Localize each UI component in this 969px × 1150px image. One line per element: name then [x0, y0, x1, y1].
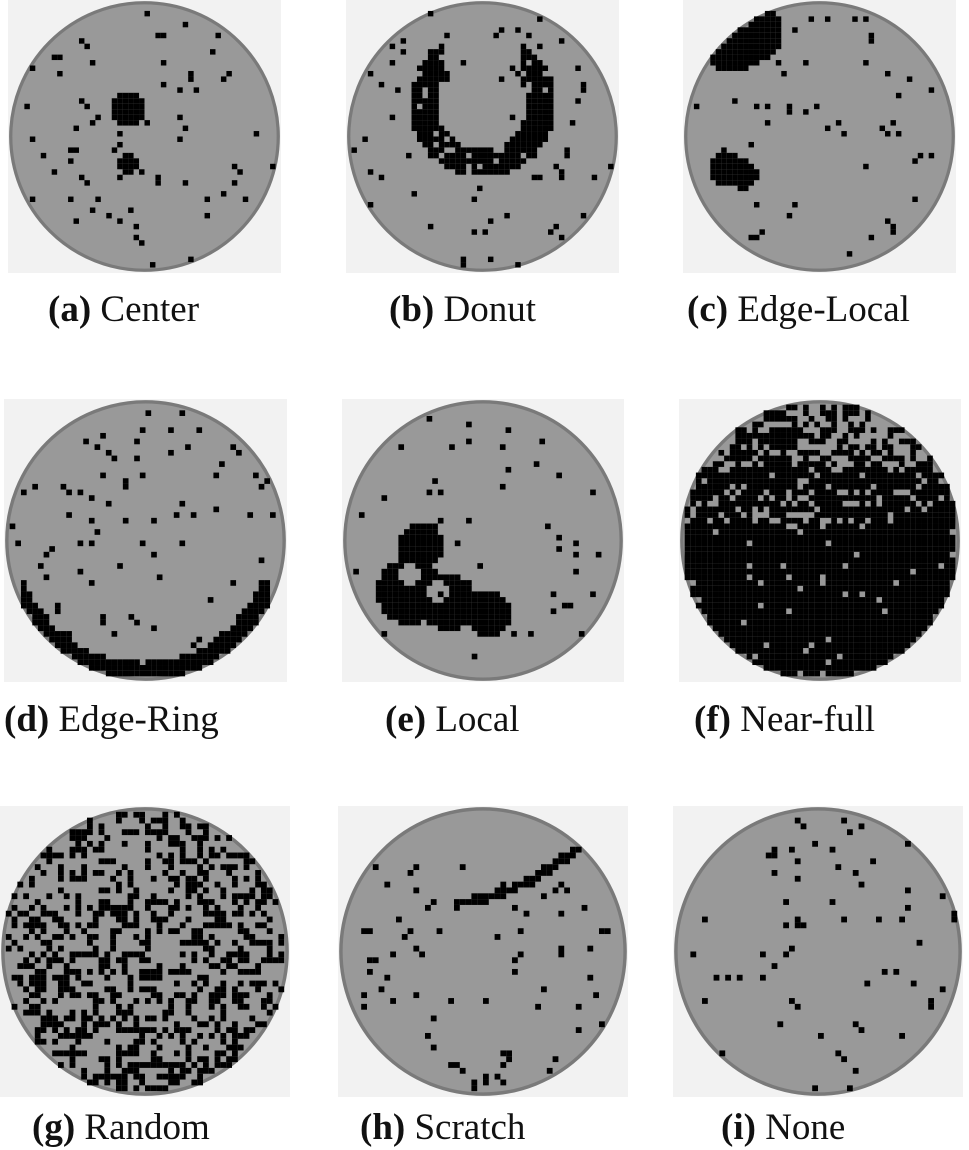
- wafer-map-local: [342, 399, 624, 682]
- wafer-map-edge-ring: [4, 399, 287, 682]
- caption-c: (c) Edge-Local: [687, 290, 910, 330]
- wafer-disc: [5, 400, 286, 681]
- panel-label: Random: [84, 1107, 210, 1148]
- wafer-disc: [347, 1, 618, 272]
- wafer-map-svg: [8, 0, 281, 273]
- defect-dies: [353, 415, 602, 660]
- panel-label: Local: [435, 699, 520, 740]
- wafer-map-svg: [683, 0, 956, 273]
- defect-dies: [351, 10, 614, 268]
- panel-letter: (h): [360, 1107, 406, 1148]
- wafer-disc: [339, 807, 627, 1096]
- wafer-map-svg: [0, 806, 290, 1097]
- wafer-map-center: [8, 0, 281, 273]
- caption-f: (f) Near-full: [694, 700, 875, 740]
- panel-label: Scratch: [414, 1107, 526, 1148]
- caption-d: (d) Edge-Ring: [4, 700, 219, 740]
- wafer-map-donut: [346, 0, 619, 273]
- wafer-map-random: [0, 806, 290, 1097]
- panel-label: None: [765, 1107, 846, 1148]
- wafer-map-none: [673, 806, 963, 1097]
- caption-a: (a) Center: [48, 290, 199, 330]
- wafer-map-svg: [346, 0, 619, 273]
- panel-letter: (c): [687, 289, 729, 330]
- defect-dies: [5, 811, 285, 1092]
- defect-dies: [684, 404, 956, 677]
- panel-letter: (i): [721, 1107, 756, 1148]
- defect-dies: [361, 846, 611, 1092]
- wafer-map-svg: [338, 806, 628, 1097]
- panel-label: Center: [100, 289, 200, 330]
- wafer-disc: [9, 1, 280, 272]
- wafer-map-svg: [4, 399, 287, 682]
- wafer-disc: [684, 1, 955, 272]
- wafer-map-svg: [673, 806, 963, 1097]
- panel-letter: (e): [385, 699, 427, 740]
- caption-e: (e) Local: [385, 700, 520, 740]
- defect-dies: [9, 410, 276, 677]
- caption-h: (h) Scratch: [360, 1108, 525, 1148]
- wafer-map-scratch: [338, 806, 628, 1097]
- defect-dies: [690, 817, 958, 1092]
- defect-dies: [693, 10, 935, 257]
- wafer-map-near-full: [679, 399, 961, 682]
- panel-letter: (f): [694, 699, 731, 740]
- panel-letter: (d): [4, 699, 50, 740]
- wafer-disc: [343, 400, 623, 681]
- panel-letter: (b): [389, 289, 435, 330]
- wafer-map-svg: [342, 399, 624, 682]
- caption-i: (i) None: [721, 1108, 845, 1148]
- panel-label: Donut: [443, 289, 536, 330]
- defect-dies: [24, 10, 276, 268]
- panel-label: Edge-Local: [737, 289, 910, 330]
- wafer-disc: [674, 807, 962, 1096]
- panel-letter: (a): [48, 289, 92, 330]
- panel-letter: (g): [32, 1107, 76, 1148]
- caption-b: (b) Donut: [389, 290, 536, 330]
- panel-label: Near-full: [740, 699, 876, 740]
- caption-g: (g) Random: [32, 1108, 210, 1148]
- wafer-map-edge-local: [683, 0, 956, 273]
- panel-label: Edge-Ring: [58, 699, 219, 740]
- wafer-map-svg: [679, 399, 961, 682]
